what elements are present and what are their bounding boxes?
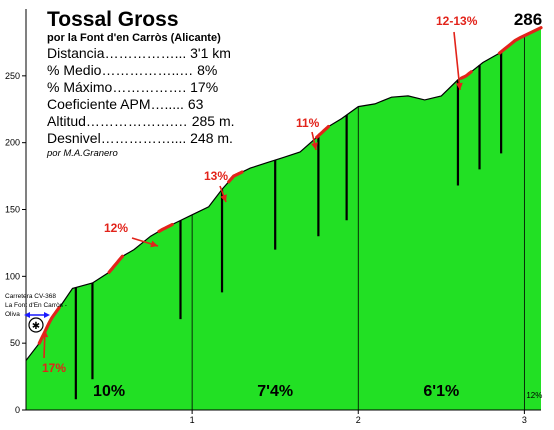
steep-segment xyxy=(497,26,543,55)
climb-title: Tossal Gross xyxy=(47,8,179,31)
road-label-line: Carretera CV-368 xyxy=(5,293,56,300)
stat-apm-coefficient: Coeficiente APM…..... 63 xyxy=(47,96,204,112)
steep-segment xyxy=(315,125,330,139)
grade-arrow-line xyxy=(453,31,461,91)
road-label-line: La Font d'En Carròs - xyxy=(5,302,67,309)
x-tick-label: 2 xyxy=(356,415,361,425)
grade-arrow-head xyxy=(220,194,227,202)
y-tick-label: 250 xyxy=(5,71,20,81)
grade-arrow-head xyxy=(311,142,318,150)
grade-label: 12% xyxy=(104,221,128,235)
grade-arrow-head xyxy=(41,330,49,338)
profile-line xyxy=(25,27,542,361)
summit-altitude-label: 286 xyxy=(514,10,542,29)
x-tick-label: 3 xyxy=(522,415,527,425)
stat-distance: Distancia……………... 3'1 km xyxy=(47,45,231,61)
y-tick-label: 150 xyxy=(5,205,20,215)
steep-segment xyxy=(107,254,124,274)
stat-average-grade: % Medio……………..… 8% xyxy=(47,62,218,78)
x-tick-label: 1 xyxy=(190,415,195,425)
grade-label: 12-13% xyxy=(436,14,478,28)
section-grade-label: 7'4% xyxy=(257,383,293,400)
section-grade-label: 10% xyxy=(93,383,125,400)
roundabout-icon xyxy=(28,317,44,333)
profile-area xyxy=(26,27,541,410)
section-grade-label: 12% xyxy=(526,391,542,400)
steep-segment xyxy=(227,170,244,184)
y-tick-label: 50 xyxy=(10,338,20,348)
climb-info-panel: Tossal Gross por la Font d'en Carròs (Al… xyxy=(47,8,235,160)
road-label-line: Oliva xyxy=(5,311,20,318)
roundabout-symbol-icon: ✱ xyxy=(32,321,40,332)
grade-arrow-head xyxy=(150,240,158,248)
grade-label: 17% xyxy=(42,361,66,375)
y-tick-label: 200 xyxy=(5,138,20,148)
y-tick-label: 0 xyxy=(15,405,20,415)
stat-max-grade: % Máximo……………. 17% xyxy=(47,79,219,95)
section-grade-label: 6'1% xyxy=(423,383,459,400)
stat-elevation-gain: Desnivel…………….... 248 m. xyxy=(47,130,233,146)
steep-segment xyxy=(459,70,473,80)
y-tick-label: 100 xyxy=(5,271,20,281)
grade-label: 13% xyxy=(204,169,228,183)
grade-arrow-head xyxy=(455,82,463,90)
steep-segment xyxy=(157,222,174,234)
road-arrow-right xyxy=(44,312,50,318)
road-arrow-left xyxy=(24,312,30,318)
climb-subtitle: por la Font d'en Carròs (Alicante) xyxy=(47,32,221,44)
stat-altitude: Altitud……………….… 285 m. xyxy=(47,113,235,129)
author-credit: por M.A.Granero xyxy=(47,148,118,159)
grade-label: 11% xyxy=(296,116,320,130)
